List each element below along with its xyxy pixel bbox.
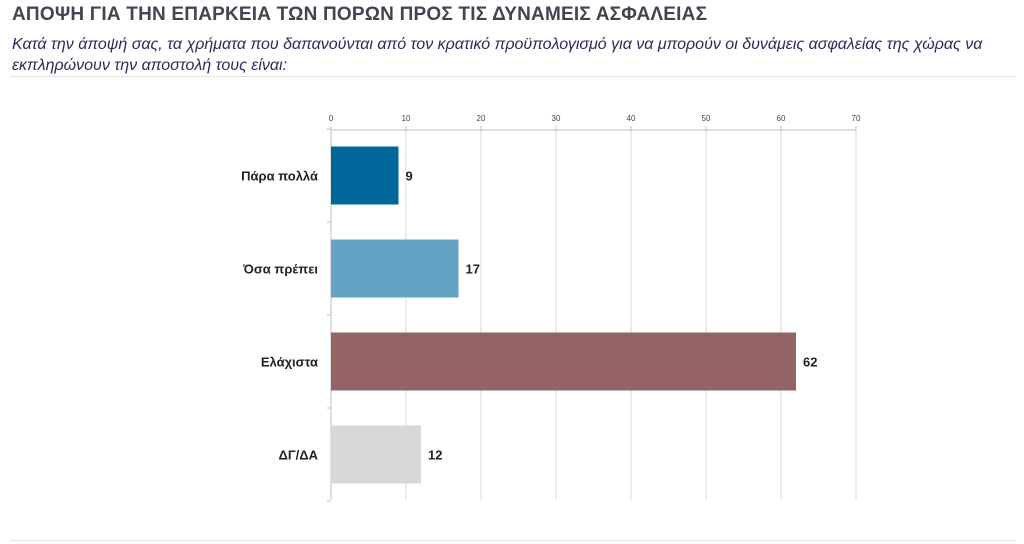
data-label: 9 xyxy=(406,169,413,184)
category-label: Πάρα πολλά xyxy=(241,169,318,184)
category-label: ΔΓ/ΔΑ xyxy=(278,448,318,463)
header-divider xyxy=(10,76,1016,77)
x-tick-label: 40 xyxy=(627,114,636,123)
x-tick-label: 10 xyxy=(402,114,411,123)
grid-lines xyxy=(405,130,857,500)
category-label: Ελάχιστα xyxy=(261,355,318,370)
x-tick-label: 30 xyxy=(552,114,561,123)
data-label: 12 xyxy=(428,448,442,463)
x-axis-ticks: 0 10 20 30 40 50 60 70 xyxy=(329,114,861,130)
data-label: 17 xyxy=(466,262,480,277)
question-subtitle: Κατά την άποψή σας, τα χρήματα που δαπαν… xyxy=(12,36,983,74)
x-tick-label: 20 xyxy=(477,114,486,123)
footer-divider xyxy=(10,540,1016,541)
x-tick-label: 50 xyxy=(702,114,711,123)
bars xyxy=(331,146,796,484)
bar xyxy=(331,239,459,298)
category-labels: Πάρα πολλά Όσα πρέπει Ελάχιστα ΔΓ/ΔΑ xyxy=(241,169,318,463)
data-label: 62 xyxy=(803,355,817,370)
x-tick-label: 70 xyxy=(852,114,861,123)
bar xyxy=(331,146,399,205)
value-labels: 9 17 62 12 xyxy=(406,169,818,463)
x-tick-label: 0 xyxy=(329,114,334,123)
page-title: ΑΠΟΨΗ ΓΙΑ ΤΗΝ ΕΠΑΡΚΕΙΑ ΤΩΝ ΠΟΡΩΝ ΠΡΟΣ ΤΙ… xyxy=(12,4,708,25)
x-tick-label: 60 xyxy=(777,114,786,123)
bar xyxy=(331,332,796,391)
bar xyxy=(331,425,421,484)
category-label: Όσα πρέπει xyxy=(242,262,318,277)
